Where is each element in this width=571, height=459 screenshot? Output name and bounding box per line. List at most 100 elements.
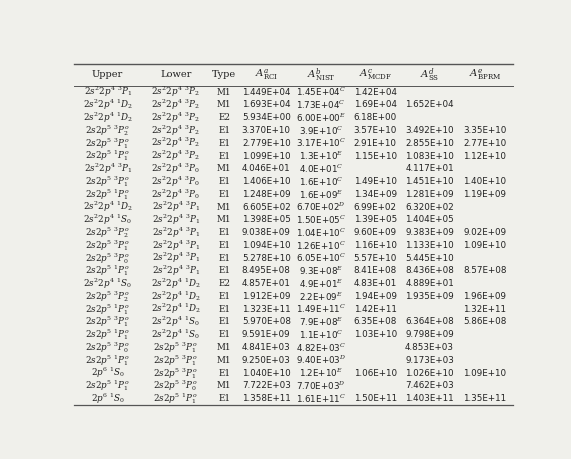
Text: 4.853E+03: 4.853E+03 [405, 343, 454, 352]
Text: M1: M1 [217, 356, 231, 365]
Text: 1.03E+10: 1.03E+10 [353, 330, 397, 339]
Text: 1.099E+10: 1.099E+10 [242, 151, 291, 161]
Text: M1: M1 [217, 343, 231, 352]
Text: 1.935E+09: 1.935E+09 [405, 292, 454, 301]
Text: 1.50E+11: 1.50E+11 [353, 394, 397, 403]
Text: $2s2p^5\ ^3P_0^o$: $2s2p^5\ ^3P_0^o$ [85, 340, 130, 355]
Text: 1.09E+10: 1.09E+10 [463, 241, 506, 250]
Text: 9.3E+08$^E$: 9.3E+08$^E$ [299, 265, 343, 277]
Text: 6.320E+02: 6.320E+02 [405, 202, 454, 212]
Text: 9.038E+09: 9.038E+09 [242, 228, 291, 237]
Text: 1.323E+11: 1.323E+11 [242, 305, 291, 314]
Text: 2.779E+10: 2.779E+10 [242, 139, 291, 148]
Text: $2s2p^5\ ^3P_1^o$: $2s2p^5\ ^3P_1^o$ [85, 174, 130, 189]
Text: 7.722E+03: 7.722E+03 [242, 381, 291, 390]
Text: 3.17E+10$^C$: 3.17E+10$^C$ [296, 137, 346, 150]
Text: E2: E2 [218, 113, 230, 122]
Text: E1: E1 [218, 228, 230, 237]
Text: 1.248E+09: 1.248E+09 [242, 190, 291, 199]
Text: E1: E1 [218, 254, 230, 263]
Text: 4.117E+01: 4.117E+01 [405, 164, 454, 174]
Text: 4.857E+01: 4.857E+01 [242, 279, 291, 288]
Text: 1.404E+05: 1.404E+05 [405, 215, 454, 224]
Text: 1.398E+05: 1.398E+05 [242, 215, 291, 224]
Text: $2s2p^5\ ^1P_1^o$: $2s2p^5\ ^1P_1^o$ [85, 378, 130, 393]
Text: E1: E1 [218, 305, 230, 314]
Text: 3.57E+10: 3.57E+10 [353, 126, 397, 135]
Text: $A_{\mathrm{BPRM}}^{e}$: $A_{\mathrm{BPRM}}^{e}$ [469, 67, 501, 82]
Text: 1.19E+09: 1.19E+09 [464, 190, 506, 199]
Text: $2s^22p^4\ ^3P_1$: $2s^22p^4\ ^3P_1$ [83, 85, 132, 100]
Text: 9.60E+09: 9.60E+09 [353, 228, 397, 237]
Text: 1.3E+10$^E$: 1.3E+10$^E$ [299, 150, 343, 162]
Text: E1: E1 [218, 190, 230, 199]
Text: 1.15E+10: 1.15E+10 [353, 151, 397, 161]
Text: E1: E1 [218, 126, 230, 135]
Text: 4.0E+01$^C$: 4.0E+01$^C$ [299, 162, 344, 175]
Text: 9.383E+09: 9.383E+09 [405, 228, 454, 237]
Text: 8.436E+08: 8.436E+08 [405, 266, 454, 275]
Text: $2s^22p^4\ ^3P_2$: $2s^22p^4\ ^3P_2$ [151, 85, 200, 100]
Text: E1: E1 [218, 318, 230, 326]
Text: E2: E2 [218, 279, 230, 288]
Text: 2.77E+10: 2.77E+10 [463, 139, 506, 148]
Text: 1.49E+10: 1.49E+10 [354, 177, 397, 186]
Text: 1.94E+09: 1.94E+09 [354, 292, 397, 301]
Text: 1.094E+10: 1.094E+10 [242, 241, 291, 250]
Text: $2s^22p^4\ ^3P_2$: $2s^22p^4\ ^3P_2$ [151, 98, 200, 112]
Text: 8.41E+08: 8.41E+08 [353, 266, 397, 275]
Text: $2s^22p^4\ ^3P_2$: $2s^22p^4\ ^3P_2$ [151, 149, 200, 163]
Text: $2s^22p^4\ ^3P_0$: $2s^22p^4\ ^3P_0$ [151, 187, 200, 202]
Text: 1.06E+10: 1.06E+10 [353, 369, 397, 378]
Text: $A_{\mathrm{MCDF}}^{c}$: $A_{\mathrm{MCDF}}^{c}$ [359, 67, 392, 82]
Text: $2s^22p^4\ ^1S_0$: $2s^22p^4\ ^1S_0$ [151, 315, 200, 329]
Text: 3.35E+10: 3.35E+10 [463, 126, 506, 135]
Text: M1: M1 [217, 215, 231, 224]
Text: M1: M1 [217, 101, 231, 110]
Text: $2s^22p^4\ ^1S_0$: $2s^22p^4\ ^1S_0$ [151, 328, 200, 342]
Text: $2s^22p^4\ ^3P_1$: $2s^22p^4\ ^3P_1$ [152, 251, 200, 265]
Text: 6.364E+08: 6.364E+08 [405, 318, 454, 326]
Text: E1: E1 [218, 241, 230, 250]
Text: $2s^22p^4\ ^1D_2$: $2s^22p^4\ ^1D_2$ [83, 98, 132, 112]
Text: 1.026E+10: 1.026E+10 [405, 369, 454, 378]
Text: $2s^22p^4\ ^3P_2$: $2s^22p^4\ ^3P_2$ [151, 136, 200, 151]
Text: 1.61E+11$^C$: 1.61E+11$^C$ [296, 392, 346, 405]
Text: 1.16E+10: 1.16E+10 [354, 241, 397, 250]
Text: 4.841E+03: 4.841E+03 [242, 343, 291, 352]
Text: 7.9E+08$^E$: 7.9E+08$^E$ [299, 316, 343, 328]
Text: $2s^22p^4\ ^1D_2$: $2s^22p^4\ ^1D_2$ [83, 200, 132, 214]
Text: 1.49E+11$^C$: 1.49E+11$^C$ [296, 303, 346, 315]
Text: E1: E1 [218, 139, 230, 148]
Text: $2s^22p^4\ ^3P_1$: $2s^22p^4\ ^3P_1$ [83, 162, 132, 176]
Text: Upper: Upper [92, 70, 123, 79]
Text: 4.889E+01: 4.889E+01 [405, 279, 454, 288]
Text: 8.495E+08: 8.495E+08 [242, 266, 291, 275]
Text: $2s2p^5\ ^3P_1^o$: $2s2p^5\ ^3P_1^o$ [154, 353, 198, 368]
Text: 1.912E+09: 1.912E+09 [242, 292, 291, 301]
Text: $2s^22p^4\ ^3P_0$: $2s^22p^4\ ^3P_0$ [151, 162, 200, 176]
Text: 8.57E+08: 8.57E+08 [463, 266, 506, 275]
Text: $2s^22p^4\ ^1D_2$: $2s^22p^4\ ^1D_2$ [151, 302, 200, 316]
Text: 5.278E+10: 5.278E+10 [242, 254, 291, 263]
Text: $A_{\mathrm{RCI}}^{a}$: $A_{\mathrm{RCI}}^{a}$ [255, 67, 278, 82]
Text: 1.45E+04$^C$: 1.45E+04$^C$ [296, 86, 346, 98]
Text: $2s^22p^4\ ^3P_1$: $2s^22p^4\ ^3P_1$ [152, 200, 200, 214]
Text: 6.605E+02: 6.605E+02 [242, 202, 291, 212]
Text: 9.173E+03: 9.173E+03 [405, 356, 454, 365]
Text: 5.86E+08: 5.86E+08 [463, 318, 506, 326]
Text: 3.9E+10$^C$: 3.9E+10$^C$ [299, 124, 344, 137]
Text: 1.449E+04: 1.449E+04 [242, 88, 291, 97]
Text: E1: E1 [218, 177, 230, 186]
Text: 2.91E+10: 2.91E+10 [354, 139, 397, 148]
Text: 9.591E+09: 9.591E+09 [242, 330, 291, 339]
Text: 2.2E+09$^E$: 2.2E+09$^E$ [299, 290, 343, 302]
Text: $2s2p^5\ ^1P_1^o$: $2s2p^5\ ^1P_1^o$ [85, 187, 130, 202]
Text: $2s2p^5\ ^1P_1^o$: $2s2p^5\ ^1P_1^o$ [85, 149, 130, 163]
Text: 1.652E+04: 1.652E+04 [405, 101, 454, 110]
Text: 6.35E+08: 6.35E+08 [353, 318, 397, 326]
Text: $A_{\mathrm{NIST}}^{b}$: $A_{\mathrm{NIST}}^{b}$ [307, 66, 336, 84]
Text: 1.26E+10$^C$: 1.26E+10$^C$ [296, 239, 346, 252]
Text: 1.083E+10: 1.083E+10 [405, 151, 454, 161]
Text: 1.281E+09: 1.281E+09 [405, 190, 454, 199]
